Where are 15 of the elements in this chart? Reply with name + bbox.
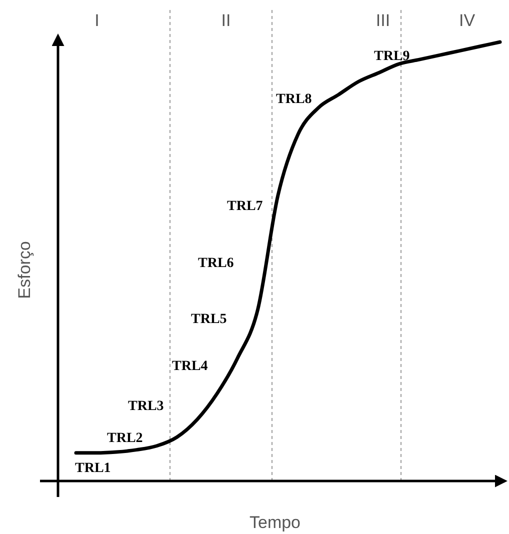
text: III	[376, 11, 390, 30]
annotation: TRL3	[128, 399, 164, 414]
text: II	[221, 11, 231, 30]
text: IV	[458, 11, 476, 30]
annotation: TRL5	[191, 312, 227, 327]
x-axis-title: Tempo	[249, 513, 301, 532]
annotation: TRL9	[374, 49, 410, 64]
annotation: TRL4	[172, 359, 208, 374]
annotation: TRL1	[75, 461, 111, 476]
annotation: TRL7	[227, 199, 263, 214]
annotation: TRL6	[198, 256, 234, 271]
annotation: TRL2	[107, 431, 143, 446]
y-axis-title: Esforço	[15, 241, 34, 299]
annotation: TRL8	[276, 92, 312, 107]
text: I	[94, 11, 100, 30]
